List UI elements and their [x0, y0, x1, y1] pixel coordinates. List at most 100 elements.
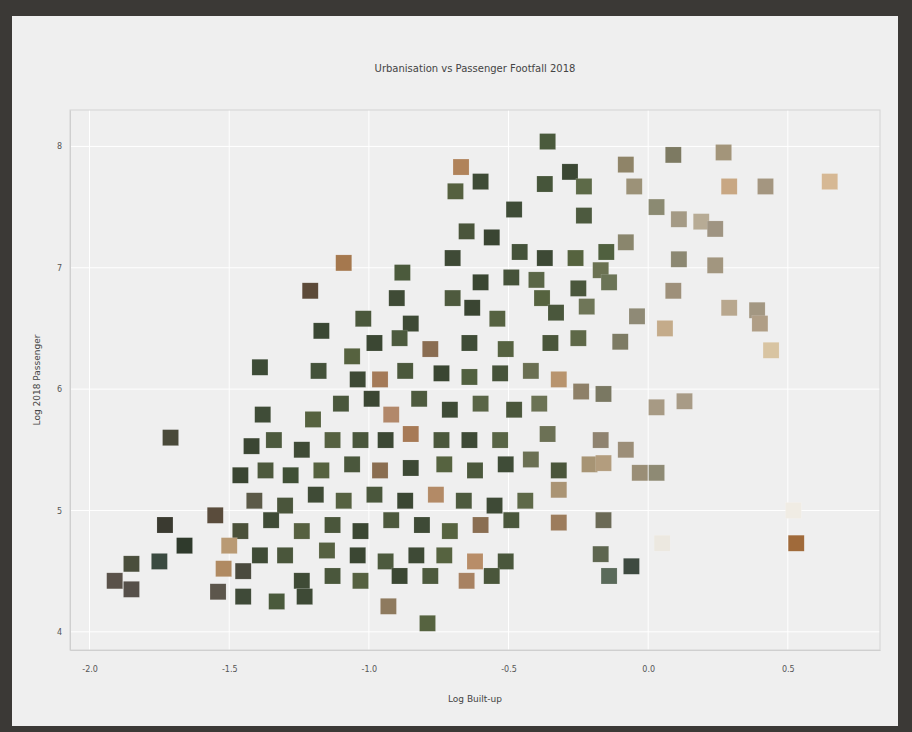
point	[422, 568, 438, 584]
point	[665, 147, 681, 163]
point	[568, 250, 584, 266]
point	[445, 290, 461, 306]
x-axis-title: Log Built-up	[448, 694, 502, 704]
point	[542, 335, 558, 351]
point	[551, 482, 567, 498]
point	[403, 426, 419, 442]
point	[570, 330, 586, 346]
grid-line-y	[70, 389, 880, 390]
point	[671, 211, 687, 227]
point	[540, 426, 556, 442]
point	[123, 556, 139, 572]
point	[657, 320, 673, 336]
point	[151, 553, 167, 569]
y-axis: 45678	[57, 111, 71, 651]
point	[473, 396, 489, 412]
point	[579, 299, 595, 315]
x-tick-label: -1.5	[222, 665, 238, 674]
points	[107, 134, 838, 632]
point	[378, 553, 394, 569]
point	[595, 386, 611, 402]
point	[576, 178, 592, 194]
y-tick-label: 4	[57, 628, 62, 637]
point	[487, 498, 503, 514]
point	[593, 432, 609, 448]
point	[352, 432, 368, 448]
point	[344, 456, 360, 472]
point	[540, 134, 556, 150]
point	[757, 178, 773, 194]
point	[459, 223, 475, 239]
point	[562, 164, 578, 180]
point	[788, 535, 804, 551]
point	[707, 257, 723, 273]
point	[372, 371, 388, 387]
point	[618, 234, 634, 250]
point	[632, 465, 648, 481]
point	[433, 365, 449, 381]
point	[461, 369, 477, 385]
plot-frame	[70, 110, 880, 650]
point	[422, 341, 438, 357]
point	[258, 462, 274, 478]
x-tick-label: -2.0	[82, 665, 98, 674]
point	[649, 465, 665, 481]
point	[355, 311, 371, 327]
point	[461, 432, 477, 448]
y-tick: 5	[57, 507, 70, 516]
point	[207, 507, 223, 523]
point	[473, 274, 489, 290]
backdrop	[0, 0, 912, 732]
grid-line-y	[70, 146, 880, 147]
point	[473, 174, 489, 190]
point	[467, 553, 483, 569]
point	[534, 290, 550, 306]
point	[442, 523, 458, 539]
point	[294, 442, 310, 458]
point	[512, 244, 528, 260]
x-tick: -0.5	[501, 650, 517, 674]
point	[397, 493, 413, 509]
point	[269, 593, 285, 609]
point	[484, 229, 500, 245]
panel	[12, 16, 898, 726]
point	[595, 455, 611, 471]
point	[654, 535, 670, 551]
point	[752, 316, 768, 332]
point	[263, 512, 279, 528]
point	[428, 487, 444, 503]
point	[503, 512, 519, 528]
point	[822, 174, 838, 190]
point	[383, 512, 399, 528]
point	[551, 462, 567, 478]
point	[573, 384, 589, 400]
point	[277, 498, 293, 514]
point	[456, 493, 472, 509]
point	[498, 341, 514, 357]
point	[551, 515, 567, 531]
point	[623, 558, 639, 574]
point	[394, 265, 410, 281]
point	[123, 581, 139, 597]
point	[492, 365, 508, 381]
point	[464, 300, 480, 316]
point	[266, 432, 282, 448]
point	[618, 157, 634, 173]
point	[333, 396, 349, 412]
point	[252, 547, 268, 563]
point	[235, 563, 251, 579]
point	[459, 573, 475, 589]
point	[537, 250, 553, 266]
point	[389, 290, 405, 306]
point	[210, 584, 226, 600]
point	[372, 462, 388, 478]
grid-line-y	[70, 510, 880, 511]
point	[232, 523, 248, 539]
point	[163, 430, 179, 446]
point	[380, 598, 396, 614]
point	[721, 300, 737, 316]
point	[537, 176, 553, 192]
point	[403, 316, 419, 332]
point	[403, 460, 419, 476]
x-tick: 0.5	[782, 650, 795, 674]
